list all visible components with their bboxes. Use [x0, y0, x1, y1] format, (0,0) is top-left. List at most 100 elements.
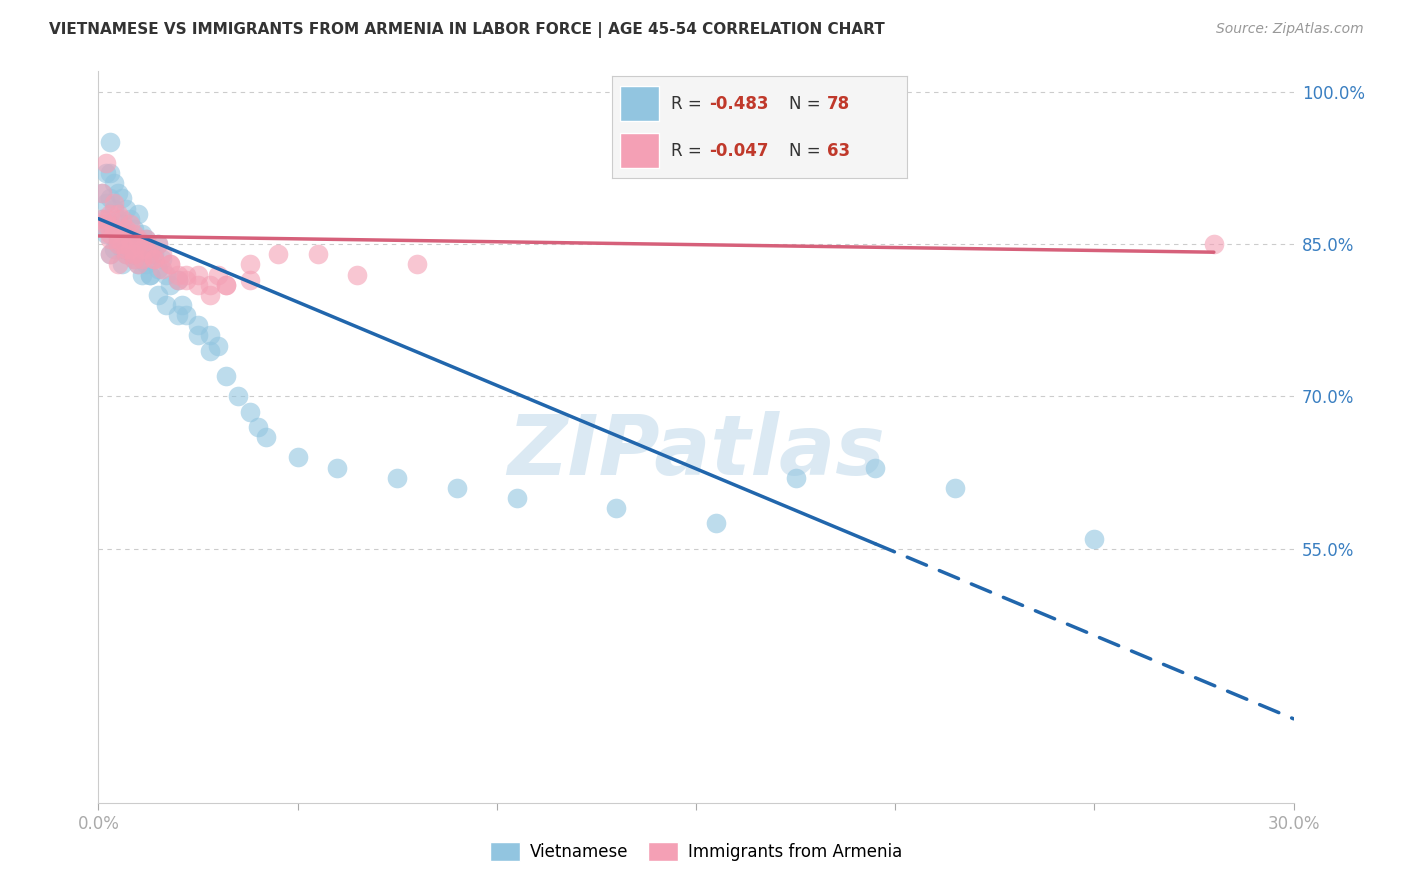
Point [865, 460, 887, 475]
Point [107, 186, 129, 201]
Point [107, 206, 129, 220]
Point [326, 460, 349, 475]
Point [135, 232, 157, 246]
Point [124, 252, 146, 267]
Point [115, 247, 138, 261]
Point [174, 308, 197, 322]
Point [107, 237, 129, 252]
Point [127, 232, 149, 246]
Point [111, 227, 134, 241]
Point [267, 247, 290, 261]
Point [198, 343, 221, 358]
Point [150, 247, 173, 261]
Point [115, 222, 138, 236]
FancyBboxPatch shape [620, 133, 659, 168]
Point [131, 268, 153, 282]
Text: VIETNAMESE VS IMMIGRANTS FROM ARMENIA IN LABOR FORCE | AGE 45-54 CORRELATION CHA: VIETNAMESE VS IMMIGRANTS FROM ARMENIA IN… [49, 22, 884, 38]
Point [124, 252, 146, 267]
Text: -0.483: -0.483 [709, 95, 769, 112]
Point [135, 242, 157, 256]
Point [239, 257, 262, 271]
Point [346, 268, 368, 282]
Point [131, 227, 153, 241]
Point [167, 268, 190, 282]
Point [143, 252, 166, 267]
Point [103, 242, 125, 256]
Point [148, 288, 170, 302]
Text: N =: N = [789, 95, 825, 112]
Text: 63: 63 [827, 142, 851, 160]
Point [150, 262, 173, 277]
Point [127, 206, 149, 220]
Point [115, 242, 138, 256]
Point [111, 237, 134, 252]
Point [139, 268, 162, 282]
Point [307, 247, 329, 261]
Point [605, 501, 627, 516]
Point [98, 247, 122, 261]
Point [98, 227, 122, 241]
Point [89, 217, 111, 231]
Point [135, 257, 157, 271]
Text: N =: N = [789, 142, 825, 160]
Text: R =: R = [671, 95, 707, 112]
Point [704, 516, 727, 531]
Point [111, 191, 134, 205]
Point [103, 222, 125, 236]
Point [143, 247, 166, 261]
Point [115, 242, 138, 256]
Point [120, 211, 142, 226]
Point [131, 252, 153, 267]
Point [107, 232, 129, 246]
Point [207, 268, 229, 282]
Point [131, 242, 153, 256]
Point [96, 166, 118, 180]
Point [124, 222, 146, 236]
Point [107, 211, 129, 226]
Point [167, 308, 190, 322]
Point [159, 257, 181, 271]
Point [107, 232, 129, 246]
Point [91, 211, 114, 226]
Point [155, 298, 177, 312]
Point [215, 277, 238, 292]
Point [120, 232, 142, 246]
Point [91, 186, 114, 201]
Point [187, 268, 209, 282]
Point [131, 252, 153, 267]
Point [159, 277, 181, 292]
Point [111, 242, 134, 256]
Point [150, 252, 173, 267]
Point [174, 268, 197, 282]
FancyBboxPatch shape [620, 87, 659, 121]
Text: -0.047: -0.047 [709, 142, 769, 160]
Point [91, 211, 114, 226]
Point [1083, 532, 1105, 546]
Point [187, 277, 209, 292]
Point [115, 202, 138, 216]
Point [127, 257, 149, 271]
Point [187, 318, 209, 333]
Point [139, 242, 162, 256]
Point [1202, 237, 1225, 252]
Point [167, 272, 190, 286]
Point [120, 217, 142, 231]
Point [111, 217, 134, 231]
Point [143, 252, 166, 267]
Text: ZIPatlas: ZIPatlas [508, 411, 884, 492]
Point [96, 211, 118, 226]
Point [174, 272, 197, 286]
Point [103, 222, 125, 236]
Text: R =: R = [671, 142, 707, 160]
Point [187, 328, 209, 343]
Point [406, 257, 429, 271]
Point [239, 405, 262, 419]
Point [159, 257, 181, 271]
Point [98, 136, 122, 150]
Point [148, 262, 170, 277]
Point [135, 232, 157, 246]
Point [215, 277, 238, 292]
Point [96, 217, 118, 231]
Point [91, 217, 114, 231]
Point [215, 369, 238, 384]
